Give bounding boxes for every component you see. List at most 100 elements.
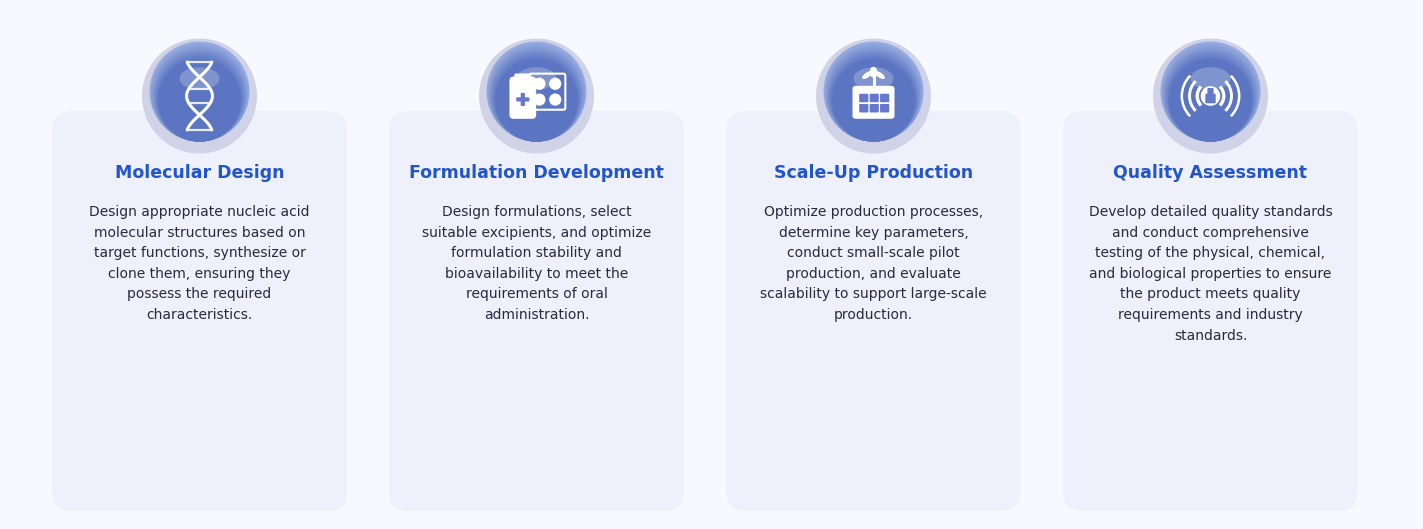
FancyBboxPatch shape <box>53 111 347 511</box>
Circle shape <box>1165 51 1255 141</box>
Circle shape <box>824 41 924 141</box>
Text: Optimize production processes,
determine key parameters,
conduct small-scale pil: Optimize production processes, determine… <box>760 205 986 322</box>
Circle shape <box>827 47 921 141</box>
Circle shape <box>151 44 248 141</box>
Circle shape <box>155 53 243 141</box>
FancyBboxPatch shape <box>1205 94 1215 103</box>
Circle shape <box>490 46 583 141</box>
FancyBboxPatch shape <box>1207 88 1214 96</box>
Circle shape <box>488 43 585 141</box>
Text: Scale-Up Production: Scale-Up Production <box>774 164 973 182</box>
Circle shape <box>1168 56 1254 141</box>
Circle shape <box>152 46 248 141</box>
Circle shape <box>1163 46 1258 141</box>
Circle shape <box>549 94 561 106</box>
Circle shape <box>1165 50 1257 141</box>
Circle shape <box>824 42 924 141</box>
Circle shape <box>549 78 561 90</box>
Circle shape <box>155 54 243 141</box>
Circle shape <box>152 48 246 141</box>
Circle shape <box>152 47 246 141</box>
Circle shape <box>487 41 586 141</box>
Circle shape <box>492 54 581 141</box>
Circle shape <box>151 45 248 141</box>
FancyBboxPatch shape <box>1063 111 1358 511</box>
Ellipse shape <box>517 67 556 90</box>
Circle shape <box>1163 44 1259 141</box>
Circle shape <box>494 56 579 141</box>
Text: Quality Assessment: Quality Assessment <box>1114 164 1308 182</box>
Circle shape <box>1164 49 1257 141</box>
Circle shape <box>830 54 918 141</box>
Ellipse shape <box>869 67 878 78</box>
Circle shape <box>154 50 245 141</box>
Circle shape <box>488 44 585 141</box>
Circle shape <box>158 59 240 141</box>
FancyBboxPatch shape <box>514 74 531 84</box>
Circle shape <box>1161 43 1259 141</box>
Circle shape <box>830 53 918 141</box>
Circle shape <box>1165 52 1255 141</box>
Ellipse shape <box>862 71 872 79</box>
Circle shape <box>830 55 916 141</box>
Text: Develop detailed quality standards
and conduct comprehensive
testing of the phys: Develop detailed quality standards and c… <box>1089 205 1332 343</box>
Circle shape <box>1161 42 1259 141</box>
FancyBboxPatch shape <box>869 104 879 113</box>
Circle shape <box>480 39 593 153</box>
FancyBboxPatch shape <box>859 94 868 102</box>
Circle shape <box>1163 45 1258 141</box>
Circle shape <box>490 48 583 141</box>
Circle shape <box>142 39 258 153</box>
Circle shape <box>1167 54 1254 141</box>
Circle shape <box>491 51 582 141</box>
Circle shape <box>1201 86 1221 106</box>
Circle shape <box>158 59 240 141</box>
Circle shape <box>154 51 245 141</box>
Circle shape <box>815 39 931 153</box>
Circle shape <box>825 46 921 141</box>
Circle shape <box>490 47 583 141</box>
Circle shape <box>157 57 242 141</box>
Circle shape <box>492 52 581 141</box>
Circle shape <box>491 50 582 141</box>
Circle shape <box>827 48 921 141</box>
Text: Design formulations, select
suitable excipients, and optimize
formulation stabil: Design formulations, select suitable exc… <box>421 205 652 322</box>
FancyBboxPatch shape <box>517 97 529 102</box>
Circle shape <box>831 56 916 141</box>
Circle shape <box>1161 41 1261 141</box>
Circle shape <box>1167 53 1255 141</box>
Circle shape <box>1164 48 1257 141</box>
Circle shape <box>1168 58 1252 141</box>
Circle shape <box>824 43 922 141</box>
Circle shape <box>158 58 242 141</box>
Circle shape <box>832 59 915 141</box>
FancyBboxPatch shape <box>869 94 879 102</box>
Circle shape <box>491 49 582 141</box>
FancyBboxPatch shape <box>726 111 1020 511</box>
Circle shape <box>1170 59 1252 141</box>
Circle shape <box>495 59 578 141</box>
Circle shape <box>1164 47 1258 141</box>
Circle shape <box>828 52 918 141</box>
Circle shape <box>155 52 245 141</box>
Circle shape <box>157 56 242 141</box>
FancyBboxPatch shape <box>879 104 889 113</box>
Ellipse shape <box>179 67 219 90</box>
Circle shape <box>495 59 578 141</box>
Text: Design appropriate nucleic acid
molecular structures based on
target functions, : Design appropriate nucleic acid molecula… <box>90 205 310 322</box>
Text: Formulation Development: Formulation Development <box>408 164 665 182</box>
Circle shape <box>157 55 243 141</box>
Circle shape <box>828 50 919 141</box>
FancyBboxPatch shape <box>852 86 895 119</box>
Circle shape <box>492 53 581 141</box>
Circle shape <box>832 59 915 141</box>
Circle shape <box>149 42 249 141</box>
FancyBboxPatch shape <box>879 94 889 102</box>
Circle shape <box>831 57 916 141</box>
Circle shape <box>828 51 919 141</box>
FancyBboxPatch shape <box>388 111 684 511</box>
Circle shape <box>831 58 915 141</box>
Circle shape <box>151 43 249 141</box>
Circle shape <box>825 45 922 141</box>
FancyBboxPatch shape <box>521 93 525 106</box>
